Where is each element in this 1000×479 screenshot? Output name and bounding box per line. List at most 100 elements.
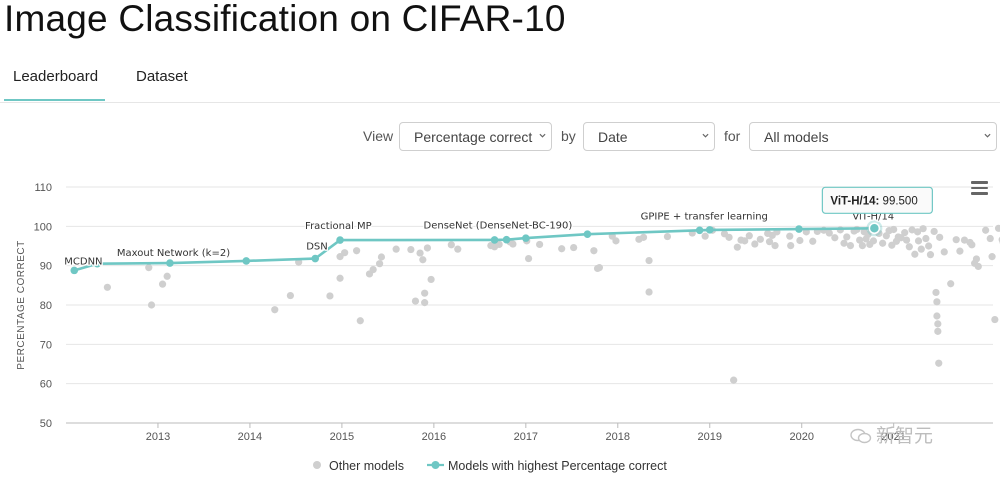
other-model-point [341, 249, 349, 257]
other-model-point [890, 225, 898, 234]
point-label: DSN [306, 242, 328, 253]
other-model-point [968, 241, 976, 249]
other-model-point [392, 245, 400, 253]
other-model-point [905, 243, 913, 251]
other-model-point [369, 266, 377, 274]
other-model-point [286, 291, 294, 300]
point-label: Maxout Network (k=2) [117, 248, 230, 259]
other-model-point [447, 241, 455, 249]
best-model-point [705, 226, 714, 234]
other-model-point [986, 234, 994, 243]
other-model-point [858, 242, 867, 250]
best-model-point [336, 236, 344, 244]
other-model-point [843, 233, 851, 241]
other-model-point [897, 234, 905, 242]
best-model-point [502, 235, 511, 244]
other-model-point [421, 299, 429, 307]
other-model-point [926, 251, 935, 259]
other-model-point [991, 315, 999, 324]
other-model-point [960, 236, 969, 244]
legend-other-marker [313, 461, 321, 469]
other-model-point [765, 238, 774, 246]
other-model-point [536, 240, 544, 249]
tooltip-box [821, 186, 933, 214]
best-model-point [795, 225, 803, 233]
other-model-point [809, 237, 817, 245]
page-title: Image Classification on CIFAR-10 [4, 0, 566, 39]
active-tab-indicator [4, 99, 105, 101]
y-axis-label: PERCENTAGE CORRECT [16, 240, 27, 369]
other-model-point [786, 232, 794, 240]
for-select[interactable]: All models [749, 122, 997, 151]
other-model-point [356, 317, 364, 325]
tooltip-label: ViT-H/14: [830, 195, 879, 207]
point-label: GPIPE + transfer learning [641, 211, 768, 222]
tab-dataset[interactable]: Dataset [136, 68, 188, 85]
best-model-point [311, 254, 320, 263]
other-model-point [271, 306, 279, 314]
other-model-point [375, 260, 384, 268]
chevron-down-icon [702, 133, 709, 138]
wechat-icon [850, 428, 872, 444]
tab-leaderboard[interactable]: Leaderboard [13, 68, 99, 85]
other-model-point [595, 264, 603, 272]
other-model-point [856, 236, 864, 244]
watermark-text: 新智元 [876, 425, 934, 447]
other-model-point [411, 297, 420, 305]
other-model-point [730, 376, 738, 384]
best-model-point [242, 257, 251, 265]
best-model-point [490, 236, 499, 244]
other-model-point [919, 225, 927, 233]
other-model-point [423, 244, 432, 252]
by-select-value: Date [598, 129, 628, 145]
point-label: MCDNN [64, 256, 102, 267]
other-model-point [934, 327, 942, 335]
other-model-point [663, 232, 672, 241]
other-model-point [879, 239, 887, 247]
other-model-point [427, 275, 435, 284]
other-model-point [145, 264, 153, 272]
view-select[interactable]: Percentage correct [399, 122, 552, 151]
best-model-point [583, 230, 592, 238]
hamburger-menu-icon[interactable] [971, 181, 988, 195]
other-model-point [933, 298, 941, 306]
other-model-point [639, 233, 648, 241]
other-model-point [745, 232, 753, 240]
other-model-point [612, 237, 620, 245]
other-model-point [901, 229, 909, 237]
best-model-point [70, 266, 79, 275]
other-model-point [509, 240, 517, 248]
other-model-point [416, 249, 424, 257]
by-select[interactable]: Date [583, 122, 715, 151]
y-tick-label: 50 [40, 418, 52, 430]
y-tick-label: 80 [40, 300, 52, 312]
other-model-point [495, 240, 503, 249]
x-tick-label: 2016 [422, 431, 446, 443]
other-model-point [771, 242, 779, 250]
x-tick-label: 2020 [789, 431, 813, 443]
x-tick-label: 2015 [330, 431, 354, 443]
other-model-point [908, 226, 916, 234]
other-model-point [570, 243, 578, 252]
tooltip-text: ViT-H/14: 99.500 [830, 195, 917, 207]
chevron-down-icon [539, 133, 546, 138]
other-model-point [846, 242, 855, 250]
other-model-point [751, 240, 759, 248]
other-model-point [590, 247, 598, 255]
other-model-point [733, 243, 741, 251]
other-model-point [421, 289, 429, 297]
best-model-point [695, 226, 704, 235]
other-model-point [913, 228, 922, 236]
other-model-point [972, 255, 981, 263]
other-model-point [974, 262, 982, 271]
by-label: by [561, 128, 576, 144]
other-model-point [956, 247, 964, 255]
other-model-point [902, 236, 911, 244]
other-model-point [756, 235, 764, 243]
other-model-point [947, 280, 955, 288]
other-model-point [932, 288, 940, 297]
other-model-point [787, 242, 795, 250]
other-model-point [103, 283, 111, 291]
other-model-point [147, 301, 156, 309]
x-tick-label: 2021 [881, 431, 905, 443]
